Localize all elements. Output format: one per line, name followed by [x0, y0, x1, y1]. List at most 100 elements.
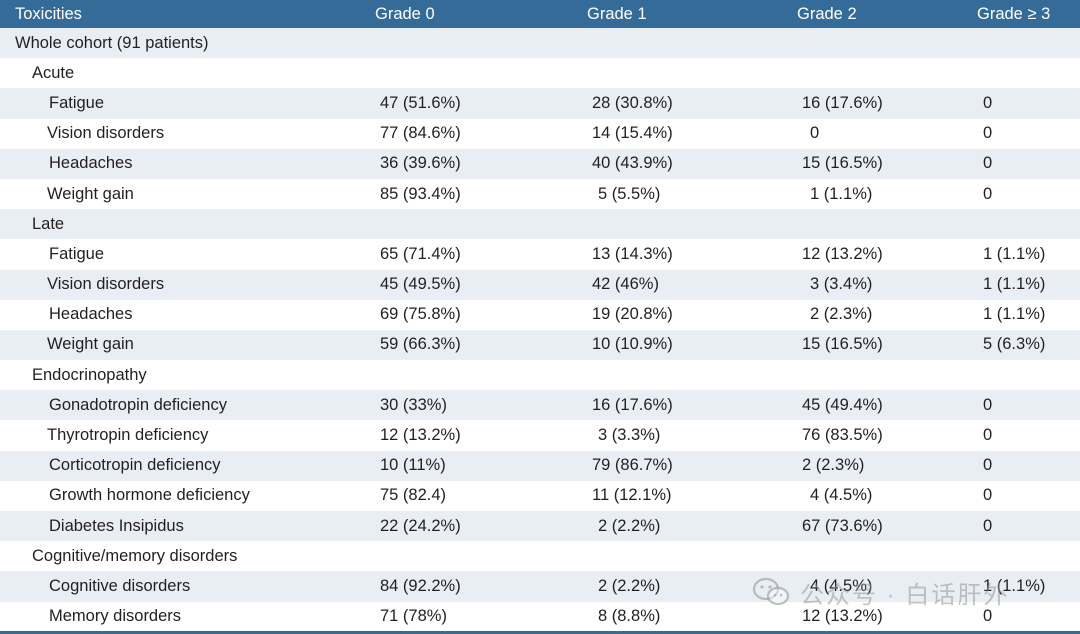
grade-2-cell: 3 (3.4%): [810, 275, 873, 294]
group-label: Late: [32, 214, 65, 233]
toxicity-label: Diabetes Insipidus: [49, 516, 184, 535]
grade-1-cell: 2 (2.2%): [598, 576, 661, 595]
group-label: Endocrinopathy: [32, 365, 147, 384]
grade-1-cell: 19 (20.8%): [592, 305, 673, 324]
grade-3-plus-cell: 0: [983, 486, 993, 505]
table-row: Vision disorders 45 (49.5%) 42 (46%) 3 (…: [0, 269, 1080, 300]
table-row: Thyrotropin deficiency 12 (13.2%) 3 (3.3…: [0, 420, 1080, 451]
grade-3-plus-cell: 0: [983, 426, 993, 445]
toxicity-label: Thyrotropin deficiency: [47, 426, 209, 445]
table-row: Gonadotropin deficiency 30 (33%) 16 (17.…: [0, 390, 1080, 421]
toxicity-label: Weight gain: [47, 184, 134, 203]
toxicity-label: Cognitive disorders: [49, 576, 191, 595]
grade-2-cell: 4 (4.5%): [810, 576, 873, 595]
table-row: Weight gain 85 (93.4%) 5 (5.5%) 1 (1.1%)…: [0, 178, 1080, 210]
grade-1-cell: 2 (2.2%): [598, 516, 661, 535]
grade-1-cell: 10 (10.9%): [592, 335, 673, 354]
grade-0-cell: 12 (13.2%): [380, 426, 461, 445]
grade-0-cell: 45 (49.5%): [380, 275, 461, 294]
table-row: Vision disorders 77 (84.6%) 14 (15.4%) 0…: [0, 118, 1080, 149]
grade-3-plus-cell: 5 (6.3%): [983, 335, 1046, 354]
grade-3-plus-cell: 1 (1.1%): [983, 275, 1046, 294]
grade-2-cell: 45 (49.4%): [802, 395, 883, 414]
table-row: Fatigue 47 (51.6%) 28 (30.8%) 16 (17.6%)…: [0, 88, 1080, 119]
toxicity-label: Growth hormone deficiency: [49, 486, 250, 505]
grade-1-cell: 8 (8.8%): [598, 607, 661, 626]
table-row: Weight gain 59 (66.3%) 10 (10.9%) 15 (16…: [0, 329, 1080, 361]
group-label: Cognitive/memory disorders: [32, 546, 238, 565]
grade-0-cell: 85 (93.4%): [380, 184, 461, 203]
grade-3-plus-cell: 0: [983, 154, 993, 173]
grade-2-cell: 67 (73.6%): [802, 516, 883, 535]
grade-2-cell: 16 (17.6%): [802, 93, 883, 112]
grade-2-cell: 15 (16.5%): [802, 335, 883, 354]
group-row: Acute: [0, 58, 1080, 89]
toxicity-label: Gonadotropin deficiency: [49, 395, 227, 414]
grade-1-cell: 28 (30.8%): [592, 93, 673, 112]
toxicity-label: Headaches: [49, 305, 133, 324]
table-row: Memory disorders 71 (78%) 8 (8.8%) 12 (1…: [0, 601, 1080, 632]
section-row: Whole cohort (91 patients): [0, 28, 1080, 59]
grade-1-cell: 5 (5.5%): [598, 184, 661, 203]
grade-2-cell: 12 (13.2%): [802, 607, 883, 626]
column-header-grade-2: Grade 2: [797, 4, 857, 23]
grade-0-cell: 59 (66.3%): [380, 335, 461, 354]
grade-3-plus-cell: 1 (1.1%): [983, 305, 1046, 324]
toxicity-label: Corticotropin deficiency: [49, 456, 221, 475]
grade-3-plus-cell: 0: [983, 516, 993, 535]
grade-2-cell: 76 (83.5%): [802, 426, 883, 445]
table-bottom-rule: [0, 631, 1080, 634]
grade-1-cell: 3 (3.3%): [598, 426, 661, 445]
toxicity-label: Vision disorders: [47, 124, 165, 143]
column-header-grade-3-plus: Grade ≥ 3: [977, 4, 1051, 23]
grade-2-cell: 2 (2.3%): [802, 456, 865, 475]
toxicity-label: Vision disorders: [47, 275, 165, 294]
grade-0-cell: 84 (92.2%): [380, 576, 461, 595]
table-row: Headaches 69 (75.8%) 19 (20.8%) 2 (2.3%)…: [0, 299, 1080, 330]
grade-0-cell: 75 (82.4): [380, 486, 447, 505]
grade-1-cell: 79 (86.7%): [592, 456, 673, 475]
grade-1-cell: 40 (43.9%): [592, 154, 673, 173]
grade-3-plus-cell: 0: [983, 607, 993, 626]
grade-3-plus-cell: 0: [983, 395, 993, 414]
table-row: Corticotropin deficiency 10 (11%) 79 (86…: [0, 450, 1080, 481]
grade-1-cell: 11 (12.1%): [592, 486, 672, 505]
group-row: Cognitive/memory disorders: [0, 541, 1080, 572]
grade-1-cell: 13 (14.3%): [592, 244, 673, 263]
grade-0-cell: 77 (84.6%): [380, 124, 461, 143]
section-label: Whole cohort (91 patients): [15, 33, 209, 52]
grade-1-cell: 16 (17.6%): [592, 395, 673, 414]
grade-2-cell: 4 (4.5%): [810, 486, 873, 505]
grade-3-plus-cell: 0: [983, 184, 993, 203]
toxicity-label: Headaches: [49, 154, 133, 173]
column-header-grade-0: Grade 0: [375, 4, 435, 23]
grade-3-plus-cell: 1 (1.1%): [983, 244, 1046, 263]
table-row: Cognitive disorders 84 (92.2%) 2 (2.2%) …: [0, 571, 1080, 602]
grade-3-plus-cell: 0: [983, 93, 993, 112]
grade-0-cell: 69 (75.8%): [380, 305, 461, 324]
group-row: Endocrinopathy: [0, 360, 1080, 391]
grade-0-cell: 65 (71.4%): [380, 244, 461, 263]
table-row: Growth hormone deficiency 75 (82.4) 11 (…: [0, 480, 1080, 511]
grade-2-cell: 2 (2.3%): [810, 305, 873, 324]
grade-2-cell: 1 (1.1%): [810, 184, 873, 203]
toxicity-label: Memory disorders: [49, 607, 182, 626]
toxicity-label: Weight gain: [47, 335, 134, 354]
grade-3-plus-cell: 1 (1.1%): [983, 576, 1046, 595]
grade-3-plus-cell: 0: [983, 456, 993, 475]
grade-0-cell: 22 (24.2%): [380, 516, 461, 535]
grade-0-cell: 36 (39.6%): [380, 154, 461, 173]
grade-2-cell: 0: [810, 124, 820, 143]
grade-2-cell: 12 (13.2%): [802, 244, 883, 263]
column-header-toxicities: Toxicities: [15, 4, 82, 23]
column-header-grade-1: Grade 1: [587, 4, 647, 23]
grade-0-cell: 71 (78%): [380, 607, 447, 626]
grade-1-cell: 42 (46%): [592, 275, 659, 294]
grade-1-cell: 14 (15.4%): [592, 124, 673, 143]
group-label: Acute: [32, 63, 75, 82]
table-header-row: Toxicities Grade 0 Grade 1 Grade 2 Grade…: [0, 0, 1080, 28]
grade-0-cell: 30 (33%): [380, 395, 447, 414]
table-row: Fatigue 65 (71.4%) 13 (14.3%) 12 (13.2%)…: [0, 239, 1080, 270]
table-row: Headaches 36 (39.6%) 40 (43.9%) 15 (16.5…: [0, 148, 1080, 179]
